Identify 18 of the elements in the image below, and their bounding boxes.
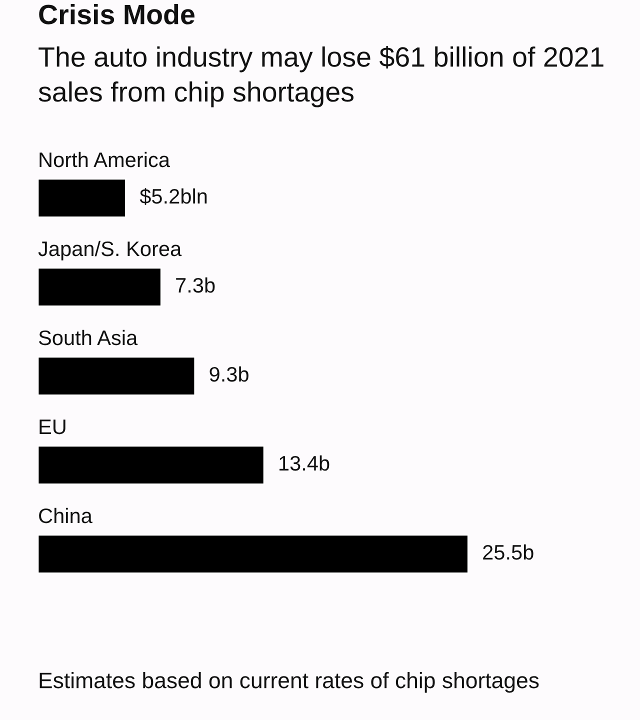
data-label: 25.5b [483,544,534,560]
y-tick-label: China [39,508,92,524]
y-tick-label: EU [40,420,66,434]
y-tick-label: North America [40,152,170,168]
text: Estimates based on current rates of chip shortages [40,672,539,693]
bar [38,534,469,574]
bar [38,356,196,396]
bar [38,445,265,485]
y-tick-label: Japan/S. Korea [38,240,182,260]
data-label: 13.4b [280,455,330,471]
chart-title: Crisis Mode [39,4,194,24]
chart-subtitle: The auto industry may lose $61 billion of 2021 sales from chip shortages [38,46,604,108]
y-tick-label: South Asia [38,330,138,346]
data-label: 7.3b [176,277,215,293]
bar [38,178,126,218]
bar [38,267,162,307]
data-label: $5.2bln [140,188,207,205]
data-label: 9.3b [210,366,248,382]
